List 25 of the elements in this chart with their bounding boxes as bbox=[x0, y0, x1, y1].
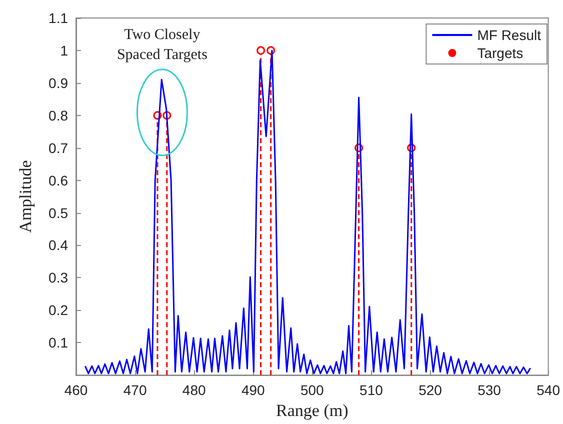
x-tick-label: 460 bbox=[64, 382, 88, 398]
legend-label: Targets bbox=[477, 45, 524, 61]
y-tick-label: 0.8 bbox=[48, 107, 68, 124]
legend-label: MF Result bbox=[477, 27, 542, 43]
y-tick-label: 1.1 bbox=[48, 10, 68, 26]
x-axis-title: Range (m) bbox=[276, 401, 348, 420]
x-tick-label: 490 bbox=[241, 382, 266, 398]
y-axis-title: Amplitude bbox=[16, 160, 35, 233]
x-tick-label: 470 bbox=[123, 382, 147, 398]
y-tick-label: 0.5 bbox=[48, 204, 68, 221]
x-tick-label: 530 bbox=[478, 382, 502, 398]
y-tick-label: 0.3 bbox=[48, 270, 68, 286]
y-tick-label: 0.2 bbox=[48, 302, 68, 318]
annotation: Two Closely Spaced Targets bbox=[116, 26, 208, 66]
x-tick-label: 520 bbox=[418, 382, 442, 398]
y-tick-label: 0.9 bbox=[48, 74, 68, 91]
y-tick-label: 0.7 bbox=[48, 140, 68, 156]
y-tick-label: 1 bbox=[60, 42, 68, 58]
y-tick-label: 0.1 bbox=[48, 334, 68, 351]
x-tick-label: 510 bbox=[360, 382, 384, 398]
y-tick-label: 0.6 bbox=[48, 172, 68, 188]
x-tick-label: 500 bbox=[300, 382, 324, 398]
x-tick-label: 540 bbox=[536, 382, 560, 398]
x-tick-label: 480 bbox=[182, 382, 206, 398]
y-tick-label: 0.4 bbox=[48, 237, 68, 254]
